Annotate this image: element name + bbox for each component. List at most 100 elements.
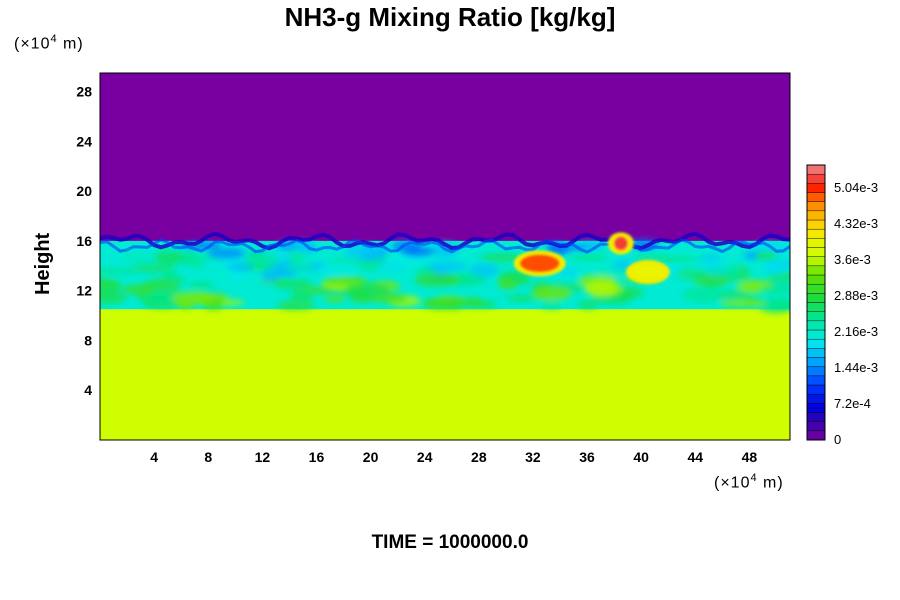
cloud-cell xyxy=(100,278,123,294)
x-tick-label: 24 xyxy=(417,449,433,465)
y-tick-label: 16 xyxy=(76,233,92,249)
cloud-cell xyxy=(188,281,215,289)
cloud-cell xyxy=(422,297,461,311)
colorbar-swatch xyxy=(806,265,826,276)
cloud-cell xyxy=(676,268,706,281)
cloud-cell xyxy=(207,247,246,260)
y-tick-label: 12 xyxy=(76,283,92,299)
cloud-cell xyxy=(754,251,779,261)
colorbar: 0 7.2e-4 1.44e-3 2.16e-3 2.88e-3 3.6e-3 4.32e-… xyxy=(806,164,878,447)
cloud-cell xyxy=(272,278,313,290)
colorbar-label: 7.2e-4 xyxy=(834,396,871,411)
y-tick-label: 20 xyxy=(76,183,92,199)
cloud-cell xyxy=(479,253,525,262)
colorbar-swatch xyxy=(806,393,826,404)
colorbar-label: 5.04e-3 xyxy=(834,180,878,195)
cloud-cell xyxy=(497,278,517,290)
cloud-top-band xyxy=(100,238,790,254)
colorbar-swatch xyxy=(806,329,826,340)
x-tick-label: 20 xyxy=(363,449,379,465)
colorbar-swatch xyxy=(806,384,826,395)
colorbar-swatch xyxy=(806,302,826,312)
cloud-cell xyxy=(722,274,753,282)
cloud-cell xyxy=(191,294,230,301)
x-tick-label: 8 xyxy=(204,449,212,465)
x-axis-unit: (×104 m) xyxy=(714,472,784,492)
x-tick-label: 16 xyxy=(309,449,325,465)
colorbar-swatch xyxy=(806,311,826,322)
cloud-cell xyxy=(370,293,408,304)
plot-area xyxy=(100,73,790,440)
hotspot xyxy=(613,236,628,251)
cloud-cell xyxy=(120,252,144,264)
cloud-cell xyxy=(401,246,434,257)
cloud-cell xyxy=(130,263,178,274)
y-axis-ticks: 4 8 12 16 20 24 28 xyxy=(76,84,92,399)
colorbar-swatch xyxy=(806,183,826,193)
y-axis-unit: (×104 m) xyxy=(14,33,84,53)
cloud-cell xyxy=(584,280,616,297)
cloud-cell xyxy=(323,295,346,303)
cloud-cell xyxy=(757,297,790,314)
colorbar-swatch xyxy=(806,164,826,175)
colorbar-swatch xyxy=(806,338,826,349)
colorbar-swatch xyxy=(806,192,826,202)
cloud-cell xyxy=(103,271,137,278)
colorbar-frame xyxy=(806,164,826,441)
colorbar-swatch xyxy=(806,293,826,303)
colorbar-label: 1.44e-3 xyxy=(834,360,878,375)
cloud-cell xyxy=(569,253,608,262)
cloud-cell xyxy=(122,284,156,296)
colorbar-swatch xyxy=(806,247,826,257)
colorbar-label: 0 xyxy=(834,432,841,447)
cloud-cell xyxy=(276,301,316,311)
cloud-cell xyxy=(284,262,316,272)
cloud-cell xyxy=(287,251,306,263)
colorbar-label: 4.32e-3 xyxy=(834,216,878,231)
time-label: TIME = 1000000.0 xyxy=(371,532,529,553)
colorbar-swatch xyxy=(806,366,826,377)
cloud-cell xyxy=(177,299,195,311)
hotspots xyxy=(513,232,670,285)
x-tick-label: 44 xyxy=(688,449,704,465)
colorbar-swatch xyxy=(806,320,826,331)
cloud-cell xyxy=(681,287,725,304)
colorbar-swatch xyxy=(806,228,826,239)
cloud-cell xyxy=(315,263,360,276)
cloud-cell xyxy=(324,276,368,285)
cloud-cell xyxy=(162,272,181,283)
cloud-cell xyxy=(376,263,407,271)
x-axis-ticks: 4 8 12 16 20 24 28 32 36 40 44 48 xyxy=(150,449,757,465)
cloud-cell xyxy=(719,299,767,308)
colorbar-swatch xyxy=(806,403,826,413)
cloud-cell xyxy=(153,250,183,265)
colorbar-swatch xyxy=(806,219,826,230)
cloud-cell xyxy=(227,261,254,273)
hotspot xyxy=(519,254,560,273)
cloud-cell xyxy=(423,260,469,272)
cloud-cell xyxy=(506,294,538,302)
y-tick-label: 4 xyxy=(84,382,92,398)
upper-atmosphere-region xyxy=(100,73,790,241)
colorbar-swatch xyxy=(806,201,826,212)
colorbar-swatch xyxy=(806,173,826,184)
x-tick-label: 48 xyxy=(742,449,758,465)
colorbar-swatch xyxy=(806,274,826,285)
colorbar-swatch xyxy=(806,210,826,221)
colorbar-swatch xyxy=(806,421,826,432)
y-tick-label: 24 xyxy=(76,133,92,149)
cloud-cell xyxy=(469,263,499,278)
x-tick-label: 12 xyxy=(255,449,271,465)
colorbar-swatch xyxy=(806,412,826,422)
cloud-cell xyxy=(701,266,743,276)
cloud-cell xyxy=(100,290,127,305)
colorbar-swatch xyxy=(806,375,826,386)
cloud-cell xyxy=(766,271,790,283)
x-tick-label: 28 xyxy=(471,449,487,465)
cloud-cell xyxy=(578,300,598,310)
deep-atmosphere-region xyxy=(100,309,790,440)
x-tick-label: 4 xyxy=(150,449,158,465)
cloud-cell xyxy=(540,300,563,310)
cloud-top-boundary xyxy=(100,231,790,251)
colorbar-swatch xyxy=(806,238,826,248)
